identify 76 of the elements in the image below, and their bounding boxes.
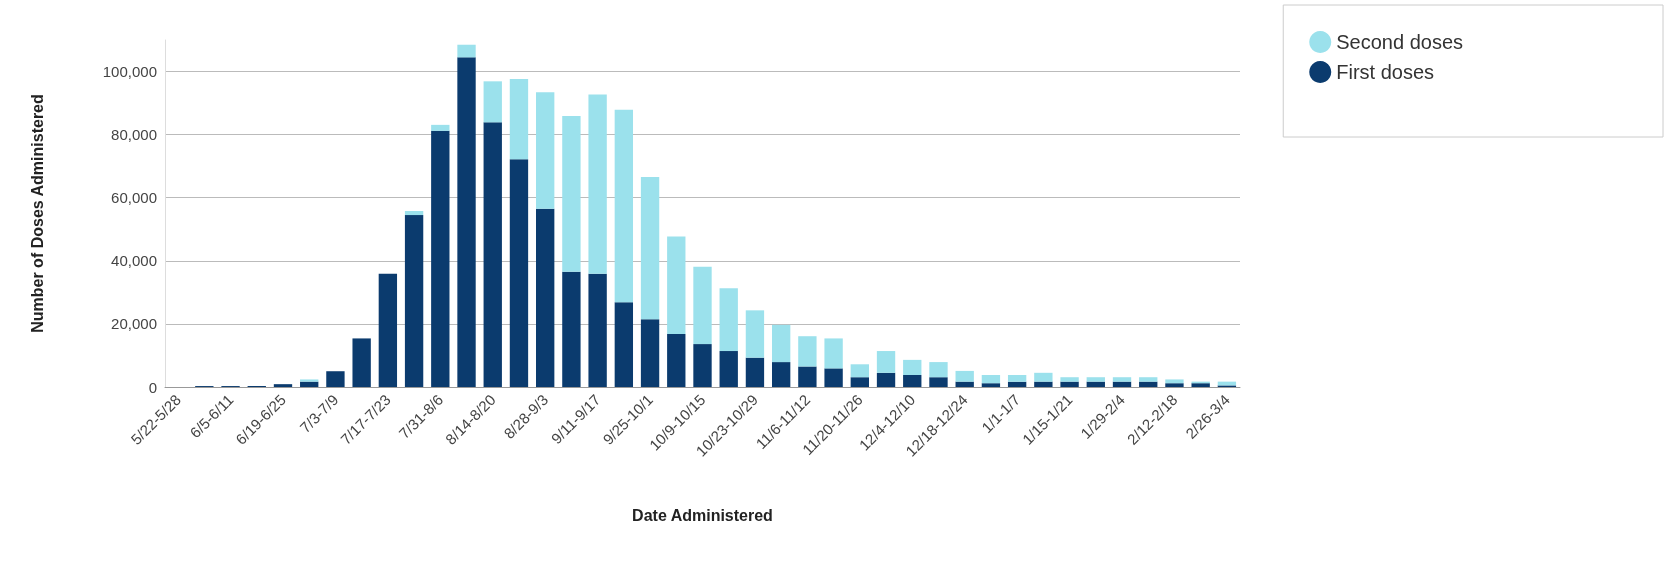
bar [1034, 372, 1053, 382]
bar [929, 362, 948, 378]
y-tick-label: 60,000 [111, 189, 157, 207]
bar [719, 288, 738, 352]
bar [640, 176, 660, 320]
bar [745, 310, 765, 358]
bar [1139, 377, 1158, 382]
bar [850, 364, 869, 378]
bar [1007, 381, 1027, 387]
bar [300, 379, 319, 382]
bar [404, 210, 424, 216]
bar [1112, 377, 1132, 382]
bar [509, 79, 529, 160]
y-tick-label: 40,000 [111, 252, 157, 270]
bar [300, 381, 319, 387]
bar [1165, 379, 1184, 384]
bar [1112, 381, 1132, 387]
legend-label: First doses [1336, 61, 1435, 83]
y-tick-label: 80,000 [111, 126, 157, 144]
bar [431, 124, 450, 131]
bar [483, 122, 502, 387]
bar [326, 371, 345, 387]
bar [1165, 383, 1184, 387]
bar [273, 384, 293, 387]
bar [667, 334, 686, 387]
bar [378, 273, 398, 387]
bar [1007, 375, 1027, 382]
bar [614, 302, 634, 387]
bar [693, 266, 712, 345]
y-tick-label: 20,000 [111, 315, 157, 333]
bar [404, 215, 424, 387]
bar [981, 383, 1001, 387]
bar [850, 377, 869, 387]
bar [640, 319, 660, 387]
bar [719, 351, 738, 387]
bar [981, 375, 1001, 384]
bar [588, 94, 607, 274]
bar [483, 81, 502, 123]
bar [903, 359, 922, 376]
y-axis-title: Number of Doses Administered [28, 94, 46, 333]
bar [431, 130, 450, 387]
bar [903, 375, 922, 387]
bar [876, 372, 896, 387]
bar [798, 366, 817, 387]
bar [824, 338, 843, 369]
bar [509, 159, 529, 387]
bar [562, 271, 581, 387]
bar [1034, 381, 1053, 387]
bar [1086, 381, 1105, 387]
bar [955, 381, 974, 387]
bar [693, 344, 712, 387]
bar [1060, 381, 1079, 387]
bar [771, 362, 791, 387]
x-axis-title: Date Administered [632, 506, 773, 524]
bar [876, 351, 896, 373]
bar [1139, 381, 1158, 387]
bar [536, 92, 555, 209]
bar [955, 370, 974, 382]
bar [929, 377, 948, 387]
bar [536, 208, 555, 387]
bar [745, 357, 765, 387]
bar [562, 116, 581, 272]
bar [1060, 377, 1079, 382]
bar [614, 109, 634, 303]
bar [457, 44, 476, 58]
bar [352, 338, 371, 387]
bar [824, 368, 843, 387]
bar [1086, 377, 1105, 382]
bar [588, 273, 607, 387]
bar [457, 57, 476, 387]
bar [771, 324, 791, 363]
bar [798, 336, 817, 367]
legend-label: Second doses [1336, 31, 1464, 53]
bar [667, 236, 686, 334]
y-tick-label: 0 [148, 378, 157, 396]
y-tick-label: 100,000 [102, 63, 157, 81]
